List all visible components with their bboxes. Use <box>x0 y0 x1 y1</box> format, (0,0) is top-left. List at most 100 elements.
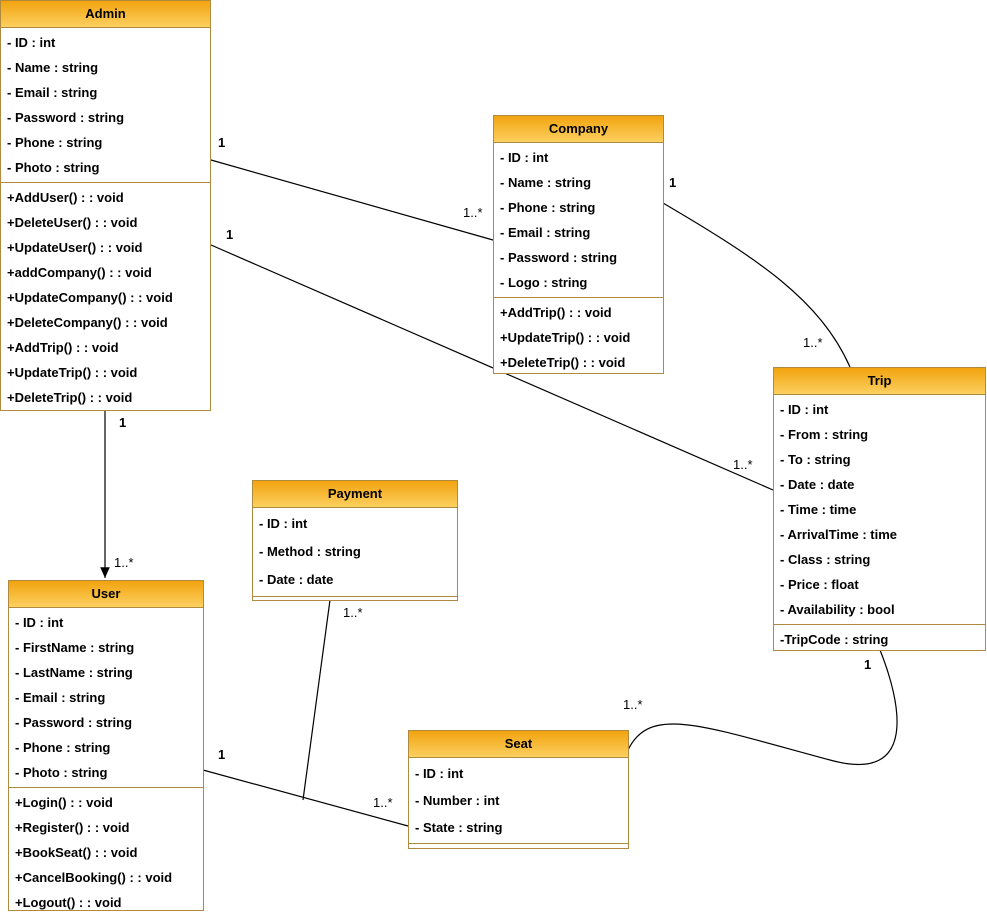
attributes: - ID : int - Method : string - Date : date <box>253 508 457 594</box>
methods: +Login() : : void +Register() : : void +Bo… <box>9 788 203 914</box>
class-payment[interactable]: Payment - ID : int - Method : string - Date… <box>252 480 458 601</box>
multiplicity: 1..* <box>343 605 363 620</box>
class-name: Admin <box>1 1 210 28</box>
attribute: - Email : string <box>500 225 591 240</box>
attribute: - ID : int <box>780 402 829 417</box>
methods <box>409 844 628 846</box>
company-trip-link <box>662 202 851 368</box>
attribute: - ArrivalTime : time <box>780 527 898 542</box>
method: +DeleteTrip() : : void <box>500 355 626 370</box>
attribute: - Phone : string <box>15 740 111 755</box>
multiplicity: 1 <box>864 657 872 672</box>
attributes: - ID : int - Name : string - Phone : strin… <box>494 143 663 295</box>
attribute: - Name : string <box>7 60 99 75</box>
methods <box>253 597 457 599</box>
attribute: - Password : string <box>500 250 618 265</box>
class-trip[interactable]: Trip - ID : int - From : string - To : stri… <box>773 367 986 651</box>
method: +AddUser() : : void <box>7 190 124 205</box>
attribute: - ID : int <box>259 516 308 531</box>
attribute: - To : string <box>780 452 851 467</box>
attribute: - Class : string <box>780 552 871 567</box>
attribute: - From : string <box>780 427 869 442</box>
divider <box>494 297 663 298</box>
attribute: - Email : string <box>7 85 98 100</box>
multiplicity: 1 <box>218 747 226 762</box>
method: +Logout() : : void <box>15 895 122 910</box>
class-name: User <box>9 581 203 608</box>
multiplicity: 1 <box>119 415 127 430</box>
payment-link <box>302 599 331 801</box>
class-name: Trip <box>774 368 985 395</box>
attribute: - Time : time <box>780 502 857 517</box>
attributes: - ID : int - Number : int - State : string <box>409 758 628 841</box>
divider <box>9 787 203 788</box>
attribute: - Phone : string <box>500 200 596 215</box>
divider <box>409 843 628 844</box>
attribute: - Name : string <box>500 175 592 190</box>
attributes: - ID : int - From : string - To : string - … <box>774 395 985 622</box>
attribute: - Date : date <box>259 572 334 587</box>
attribute: - Password : string <box>7 110 125 125</box>
multiplicity: 1..* <box>114 555 134 570</box>
methods: +AddTrip() : : void +UpdateTrip() : : voi… <box>494 298 663 375</box>
attribute: - State : string <box>415 820 503 835</box>
method: +addCompany() : : void <box>7 265 152 280</box>
method: -TripCode : string <box>780 632 889 647</box>
attribute: - ID : int <box>7 35 56 50</box>
method: +AddTrip() : : void <box>7 340 119 355</box>
multiplicity: 1..* <box>623 697 643 712</box>
class-name: Payment <box>253 481 457 508</box>
seat-trip-link <box>627 649 898 766</box>
attribute: - FirstName : string <box>15 640 135 655</box>
methods: +AddUser() : : void +DeleteUser() : : voi… <box>1 183 210 410</box>
attribute: - Availability : bool <box>780 602 895 617</box>
method: +UpdateUser() : : void <box>7 240 143 255</box>
attribute: - Logo : string <box>500 275 588 290</box>
multiplicity: 1 <box>218 135 226 150</box>
method: +UpdateTrip() : : void <box>500 330 631 345</box>
method: +Login() : : void <box>15 795 113 810</box>
class-name: Seat <box>409 731 628 758</box>
class-company[interactable]: Company - ID : int - Name : string - Phone … <box>493 115 664 374</box>
attribute: - Password : string <box>15 715 133 730</box>
method: +BookSeat() : : void <box>15 845 138 860</box>
method: +Register() : : void <box>15 820 130 835</box>
multiplicity: 1..* <box>803 335 823 350</box>
divider <box>774 624 985 625</box>
attribute: - Price : float <box>780 577 859 592</box>
admin-trip-link <box>210 244 774 491</box>
attributes: - ID : int - FirstName : string - LastName… <box>9 608 203 785</box>
multiplicity: 1 <box>226 227 234 242</box>
method: +DeleteCompany() : : void <box>7 315 168 330</box>
attribute: - LastName : string <box>15 665 133 680</box>
attribute: - ID : int <box>500 150 549 165</box>
method: +UpdateCompany() : : void <box>7 290 173 305</box>
method: +UpdateTrip() : : void <box>7 365 138 380</box>
class-seat[interactable]: Seat - ID : int - Number : int - State : st… <box>408 730 629 849</box>
user-seat-link <box>202 769 409 827</box>
attribute: - Photo : string <box>15 765 108 780</box>
method: +DeleteTrip() : : void <box>7 390 133 405</box>
attribute: - Email : string <box>15 690 106 705</box>
class-admin[interactable]: Admin - ID : int - Name : string - Email : … <box>0 0 211 411</box>
multiplicity: 1..* <box>463 205 483 220</box>
attribute: - Phone : string <box>7 135 103 150</box>
attribute: - Photo : string <box>7 160 100 175</box>
attribute: - ID : int <box>15 615 64 630</box>
divider <box>253 596 457 597</box>
methods: -TripCode : string <box>774 625 985 652</box>
attribute: - Date : date <box>780 477 855 492</box>
admin-company-link <box>210 159 494 241</box>
divider <box>1 182 210 183</box>
attributes: - ID : int - Name : string - Email : strin… <box>1 28 210 180</box>
class-name: Company <box>494 116 663 143</box>
multiplicity: 1..* <box>373 795 393 810</box>
class-user[interactable]: User - ID : int - FirstName : string - Last… <box>8 580 204 911</box>
method: +DeleteUser() : : void <box>7 215 138 230</box>
method: +AddTrip() : : void <box>500 305 612 320</box>
multiplicity: 1 <box>669 175 677 190</box>
attribute: - Method : string <box>259 544 361 559</box>
attribute: - Number : int <box>415 793 500 808</box>
attribute: - ID : int <box>415 766 464 781</box>
